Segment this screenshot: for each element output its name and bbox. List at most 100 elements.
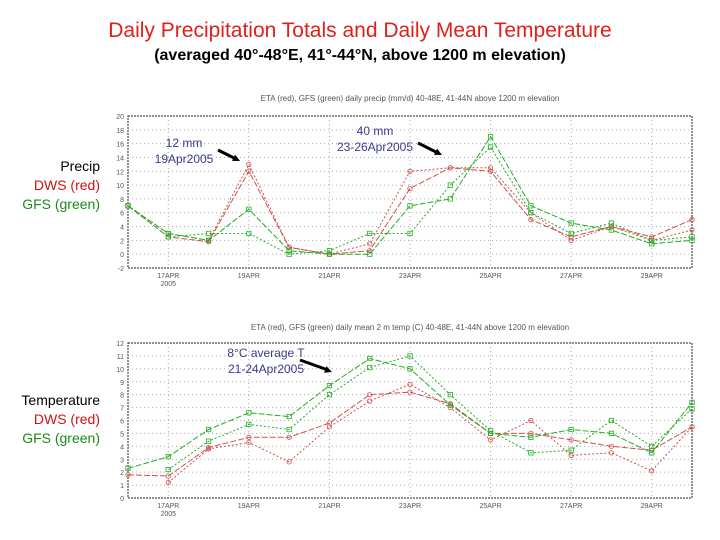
temp-label: Temperature [21,392,100,408]
data-point [326,248,333,254]
data-point [165,466,171,473]
x-tick-label: 29APR [641,273,663,280]
x-tick-label: 27APR [560,273,582,280]
data-point [125,203,131,209]
data-point [165,479,171,486]
y-tick-label: 5 [120,431,124,438]
x-tick-label: 25APR [479,503,501,510]
y-tick-label: 10 [116,183,124,190]
data-point [246,168,252,174]
data-point [246,161,252,167]
data-point [246,410,252,416]
series-line-green [127,357,693,469]
annotation-line: 12 mm [165,136,203,150]
y-tick-label: 14 [116,155,124,162]
series-line-red [127,163,693,255]
annotation-line: 40 mm [356,124,394,138]
data-point [205,230,212,237]
data-point [608,223,615,230]
data-point [367,398,373,404]
annotation-line: 23-26Apr2005 [336,140,414,154]
data-point [407,389,413,395]
y-tick-label: 11 [117,354,124,361]
data-point [367,251,373,257]
y-tick-label: 6 [120,211,124,218]
y-tick-label: 9 [120,380,124,387]
data-point [407,381,413,387]
x-tick-label: 2005 [160,281,176,288]
y-tick-label: 0 [120,496,124,503]
data-point [407,168,413,174]
data-point [367,248,373,254]
x-tick-label: 21APR [318,503,340,510]
data-point [487,144,494,150]
data-point [649,241,655,247]
annotation-12mm: 12 mm 19Apr2005 [148,135,220,167]
data-point [608,450,615,456]
data-point [608,430,615,437]
y-tick-label: 0 [120,252,124,259]
x-tick-label: 19APR [238,273,260,280]
data-point [568,237,574,243]
data-point [286,459,292,465]
data-point [286,251,292,257]
slide-title: Daily Precipitation Totals and Daily Mea… [108,19,612,42]
slide-subtitle: (averaged 40°-48°E, 41°-44°N, above 1200… [154,47,566,64]
data-point [528,210,534,216]
data-point [528,417,534,424]
data-point [649,237,655,243]
data-point [367,241,373,247]
annotation-40mm: 40 mm 23-26Apr2005 [330,123,420,155]
data-point [528,434,534,440]
data-point [125,472,131,478]
data-point [165,473,171,479]
data-point [205,237,212,243]
series-line-green [127,146,693,255]
data-point [568,452,574,458]
data-point [487,165,494,171]
data-point [447,402,453,408]
precip-label: Precip [60,158,100,174]
precip-dws-label: DWS (red) [33,177,100,193]
arrow-icon [217,148,240,161]
annotation-line: 19Apr2005 [154,152,214,166]
data-point [367,392,373,398]
data-point [649,443,655,449]
series-line-green [127,135,693,255]
y-tick-label: 12 [116,169,124,176]
data-point [326,420,333,426]
data-point [689,234,695,240]
data-point [689,227,695,233]
data-point [286,426,292,433]
data-point [568,220,574,226]
data-point [246,230,252,237]
arrow-icon [417,141,442,155]
data-point [246,439,252,446]
data-point [407,230,413,237]
y-tick-label: 20 [116,114,124,121]
data-point [407,353,413,359]
data-point [528,450,534,456]
data-point [286,248,292,254]
data-point [568,426,574,433]
data-point [568,230,574,237]
y-tick-label: 8 [120,197,124,204]
data-point [608,417,615,424]
series-line-red [167,383,693,483]
data-point [608,227,615,233]
x-tick-label: 27APR [560,503,582,510]
data-point [649,468,655,474]
data-point [568,437,574,443]
data-point [649,234,655,240]
x-tick-label: 29APR [641,503,663,510]
x-tick-label: 17APR [157,503,179,510]
data-point [487,428,494,434]
data-point [246,421,252,427]
chart-1: ETA (red), GFS (green) daily mean 2 m te… [116,323,695,518]
series-line-green [168,355,693,471]
series-line-red [127,391,693,477]
y-tick-label: 18 [116,128,124,135]
arrow-icon [299,358,332,373]
